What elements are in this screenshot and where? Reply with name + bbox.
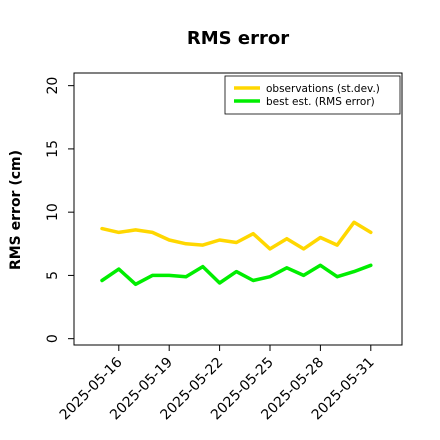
series-line-0 (100, 220, 373, 251)
chart-title: RMS error (187, 28, 289, 49)
legend: observations (st.dev.) best est. (RMS er… (224, 75, 401, 115)
plot-area (73, 72, 403, 346)
y-tick-label: 15 (45, 140, 61, 158)
series-lines (100, 220, 373, 287)
x-axis: 2025-05-162025-05-192025-05-222025-05-25… (57, 345, 378, 423)
y-tick-label: 20 (45, 77, 61, 95)
legend-label-best-est: best est. (RMS error) (266, 96, 375, 108)
series-line-1 (100, 263, 373, 287)
legend-label-observations: observations (st.dev.) (266, 83, 380, 95)
y-tick-label: 10 (45, 203, 61, 221)
y-axis: 0 5 10 15 20 (45, 77, 74, 343)
legend-box (224, 75, 401, 115)
y-tick-label: 0 (45, 334, 61, 343)
y-tick-label: 5 (45, 271, 61, 280)
y-axis-label: RMS error (cm) (8, 150, 24, 270)
